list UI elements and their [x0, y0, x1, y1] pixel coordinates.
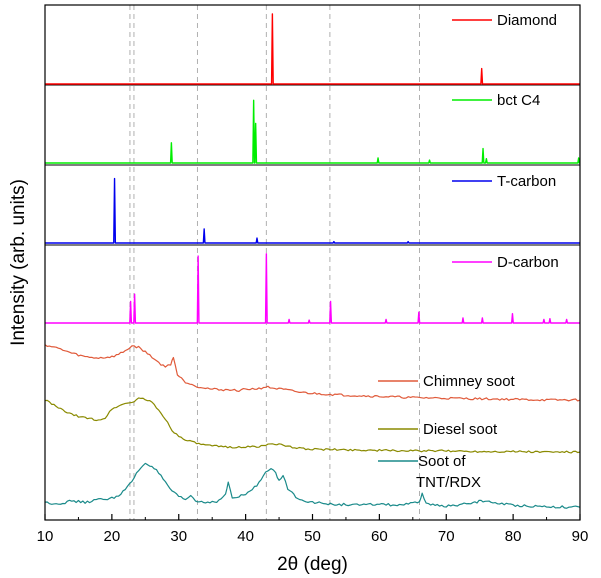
y-axis-title: Intensity (arb. units) [8, 179, 29, 346]
x-tick-label: 30 [170, 528, 187, 545]
x-tick-label: 80 [505, 528, 522, 545]
x-tick-label: 20 [104, 528, 121, 545]
series-line-soot-of-tnt-rdx [44, 462, 581, 509]
series-group [44, 13, 581, 509]
x-tick-label: 10 [37, 528, 54, 545]
series-line-bct-c4 [45, 99, 581, 164]
legend: Diamond bct C4 T-carbon D-carbon Chimney soo… [378, 12, 559, 491]
x-tick-label: 60 [371, 528, 388, 545]
x-axis: 10 20 30 40 50 60 70 80 90 [37, 514, 589, 545]
series-line-d-carbon [45, 253, 580, 324]
legend-label-bct-c4: bct C4 [497, 92, 540, 109]
series-line-chimney-soot [44, 344, 581, 402]
legend-label-diesel-soot: Diesel soot [423, 421, 498, 438]
legend-label-diamond: Diamond [497, 12, 557, 29]
legend-label-t-carbon: T-carbon [497, 173, 556, 190]
legend-label-d-carbon: D-carbon [497, 254, 559, 271]
x-tick-label: 90 [572, 528, 589, 545]
legend-label-chimney-soot: Chimney soot [423, 373, 516, 390]
series-line-diamond [45, 13, 580, 85]
series-line-t-carbon [45, 177, 580, 244]
x-axis-title: 2θ (deg) [277, 554, 348, 575]
x-tick-label: 50 [304, 528, 321, 545]
legend-label-soot-of-tnt-rdx: Soot of TNT/RDX [416, 453, 481, 491]
x-tick-label: 70 [438, 528, 455, 545]
x-tick-label: 40 [237, 528, 254, 545]
series-line-diesel-soot [44, 397, 581, 454]
panel-dividers [45, 84, 580, 246]
reference-lines [129, 5, 420, 520]
